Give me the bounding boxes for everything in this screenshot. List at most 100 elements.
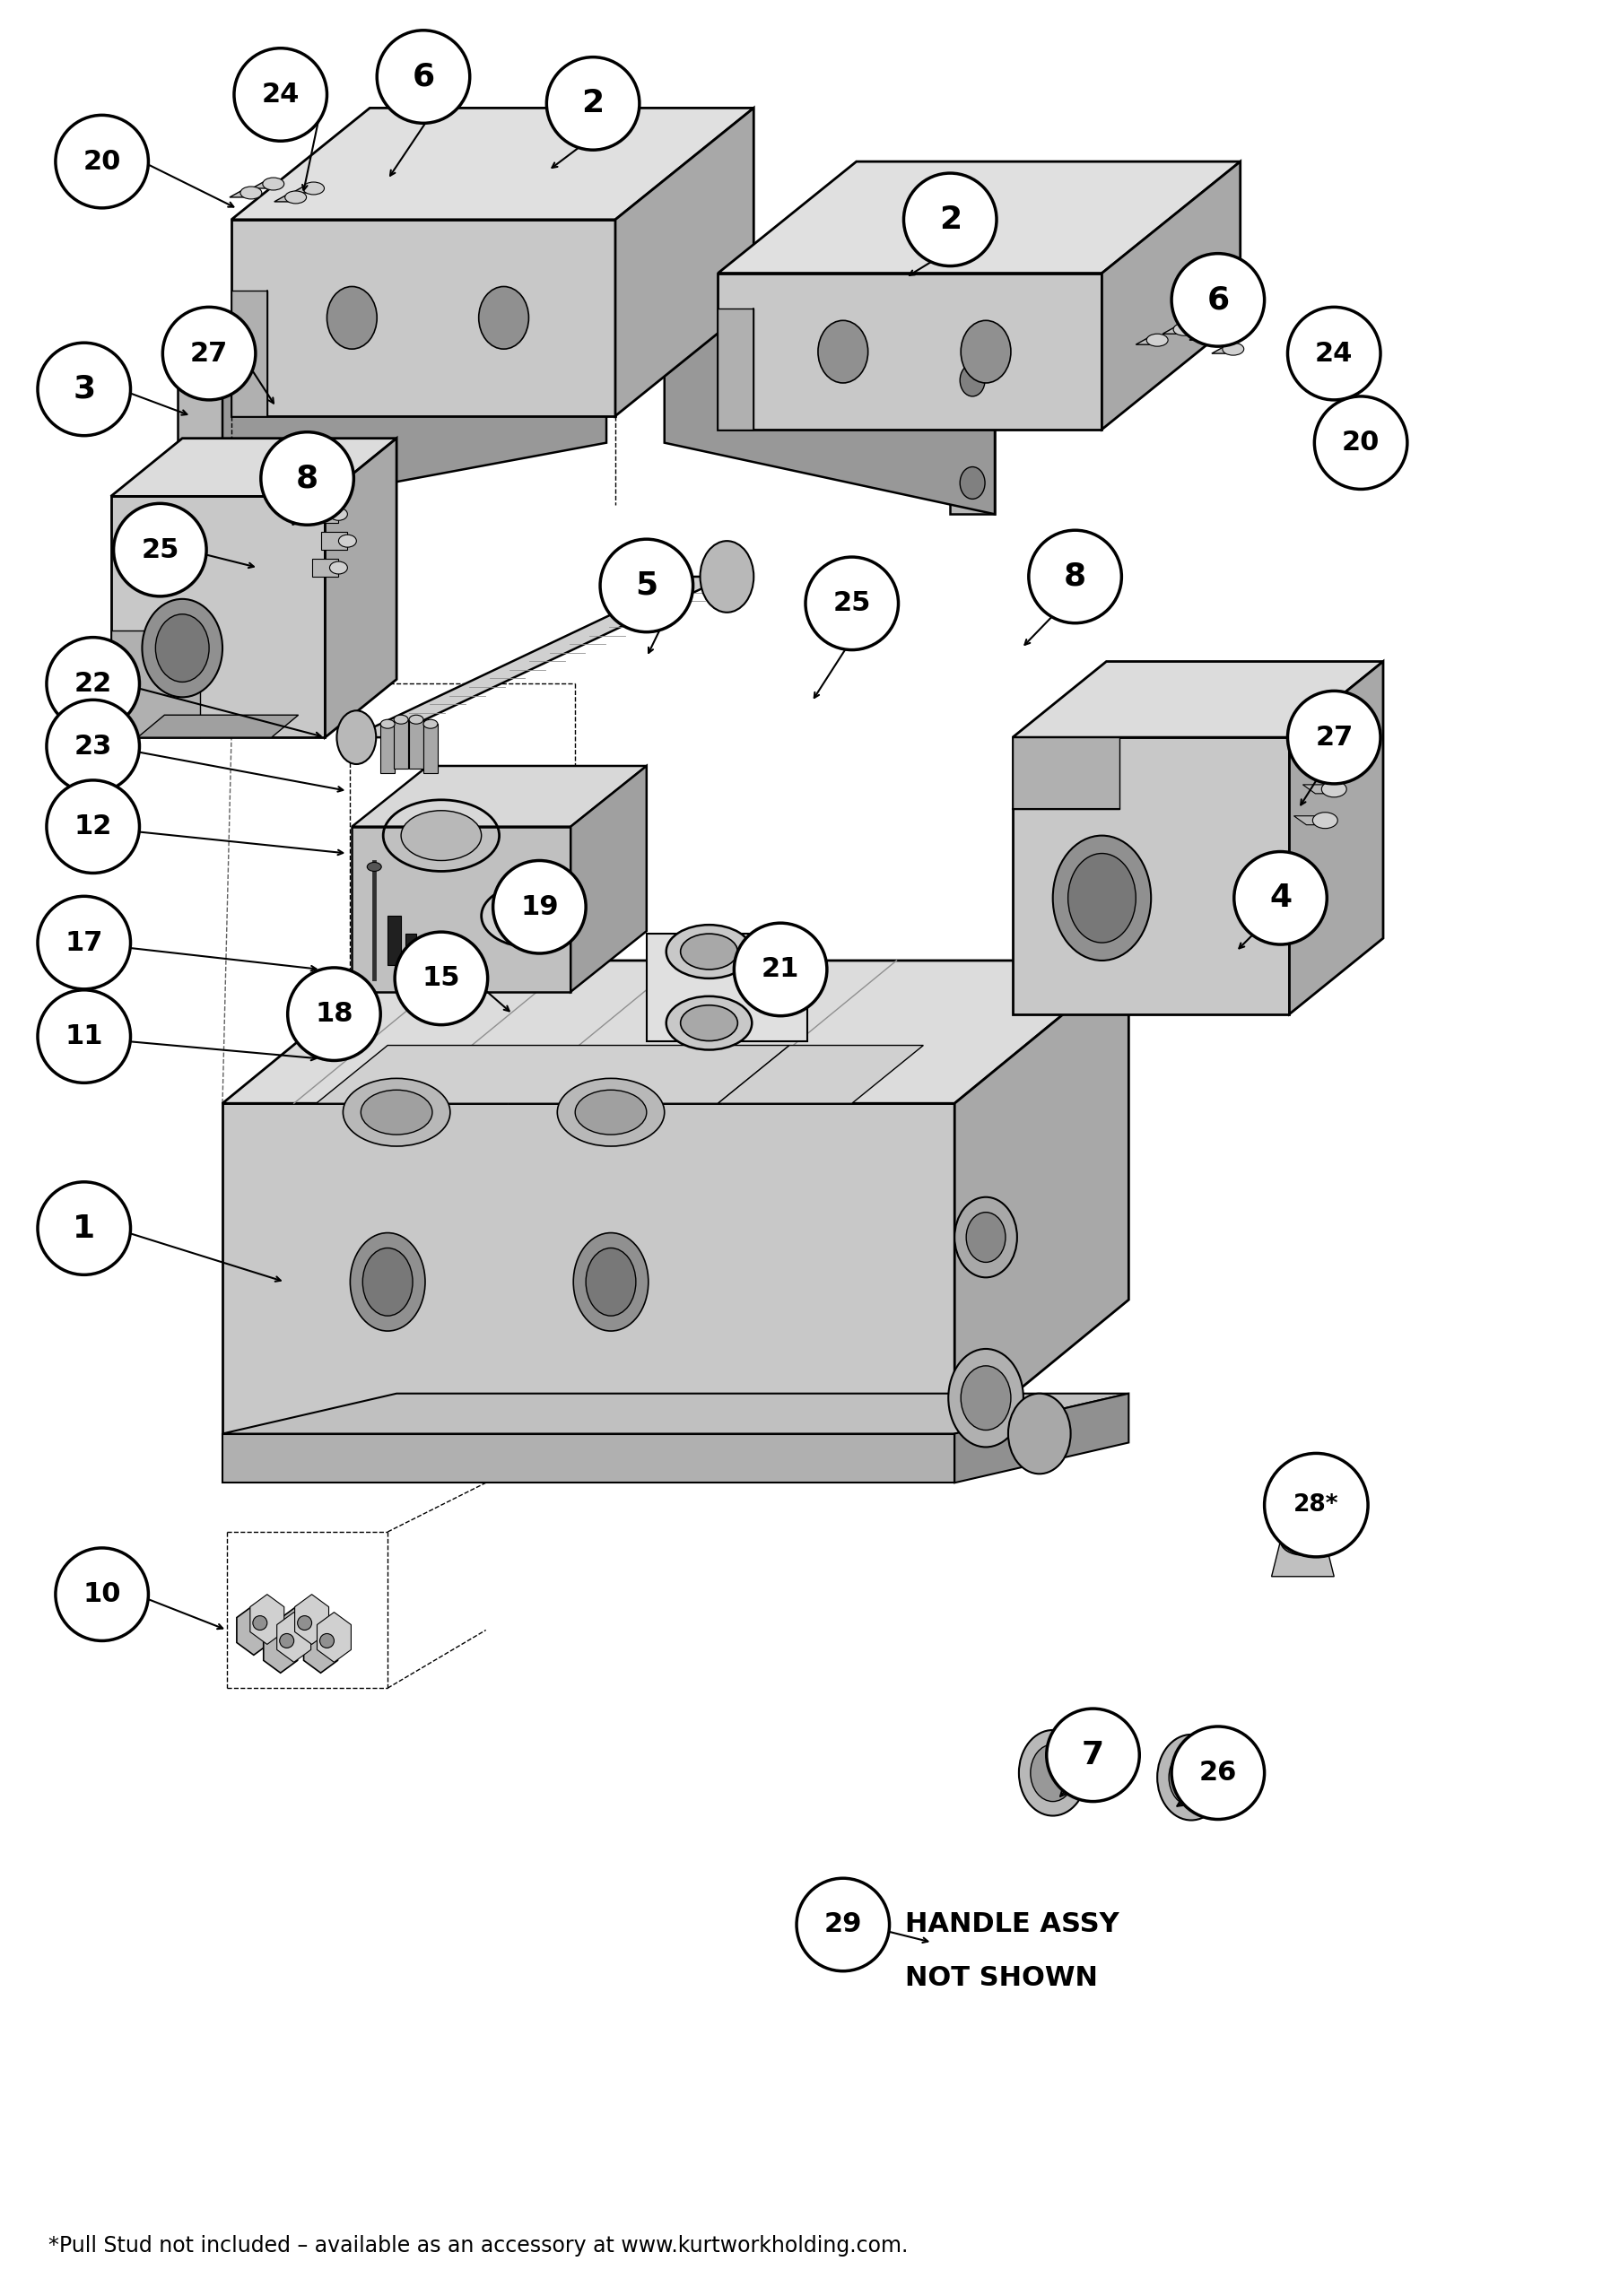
Ellipse shape bbox=[1321, 781, 1347, 797]
Text: 25: 25 bbox=[833, 590, 872, 615]
Polygon shape bbox=[232, 292, 267, 416]
Text: 8: 8 bbox=[296, 464, 319, 494]
Ellipse shape bbox=[960, 466, 984, 498]
Ellipse shape bbox=[1018, 1731, 1087, 1816]
Polygon shape bbox=[615, 108, 754, 416]
Text: *Pull Stud not included – available as an accessory at www.kurtworkholding.com.: *Pull Stud not included – available as a… bbox=[48, 2236, 909, 2257]
Text: 24: 24 bbox=[1315, 340, 1353, 367]
Ellipse shape bbox=[967, 1212, 1005, 1263]
Circle shape bbox=[47, 781, 140, 872]
Polygon shape bbox=[274, 193, 301, 202]
Ellipse shape bbox=[240, 186, 261, 200]
Text: 7: 7 bbox=[1081, 1740, 1104, 1770]
Text: HANDLE ASSY: HANDLE ASSY bbox=[905, 1913, 1120, 1938]
Circle shape bbox=[1047, 1708, 1139, 1802]
Ellipse shape bbox=[586, 1249, 636, 1316]
Circle shape bbox=[47, 638, 140, 730]
Polygon shape bbox=[1136, 335, 1163, 344]
Polygon shape bbox=[222, 960, 1129, 1104]
Polygon shape bbox=[1303, 785, 1340, 794]
Circle shape bbox=[546, 57, 640, 149]
Polygon shape bbox=[317, 1612, 351, 1662]
Circle shape bbox=[493, 861, 586, 953]
Circle shape bbox=[47, 700, 140, 792]
Ellipse shape bbox=[1200, 328, 1221, 342]
Polygon shape bbox=[719, 310, 754, 429]
Polygon shape bbox=[380, 723, 395, 774]
Ellipse shape bbox=[575, 1091, 646, 1134]
Polygon shape bbox=[321, 533, 348, 549]
Polygon shape bbox=[1013, 661, 1384, 737]
Polygon shape bbox=[719, 161, 1240, 273]
Polygon shape bbox=[232, 220, 615, 416]
Text: 11: 11 bbox=[64, 1024, 103, 1049]
Polygon shape bbox=[351, 827, 570, 992]
Polygon shape bbox=[409, 719, 424, 769]
Circle shape bbox=[261, 432, 354, 526]
Text: 1: 1 bbox=[72, 1212, 95, 1244]
Circle shape bbox=[37, 1182, 130, 1274]
Ellipse shape bbox=[424, 719, 438, 728]
Ellipse shape bbox=[1313, 751, 1337, 767]
Ellipse shape bbox=[343, 1079, 449, 1146]
Text: 26: 26 bbox=[1199, 1761, 1237, 1786]
Text: 24: 24 bbox=[261, 83, 300, 108]
Ellipse shape bbox=[409, 714, 424, 723]
Ellipse shape bbox=[263, 177, 284, 191]
Ellipse shape bbox=[401, 810, 482, 861]
Polygon shape bbox=[177, 264, 606, 335]
Polygon shape bbox=[351, 767, 646, 827]
Ellipse shape bbox=[1008, 1394, 1071, 1474]
Ellipse shape bbox=[557, 1079, 664, 1146]
Circle shape bbox=[1171, 1727, 1265, 1818]
Circle shape bbox=[796, 1878, 889, 1970]
Circle shape bbox=[234, 48, 327, 140]
Polygon shape bbox=[111, 496, 325, 737]
Circle shape bbox=[55, 115, 148, 209]
Polygon shape bbox=[251, 179, 279, 188]
Text: 25: 25 bbox=[142, 537, 179, 563]
Polygon shape bbox=[664, 269, 994, 514]
Ellipse shape bbox=[478, 287, 528, 349]
Polygon shape bbox=[1289, 661, 1384, 1015]
Text: 10: 10 bbox=[82, 1582, 121, 1607]
Ellipse shape bbox=[350, 1233, 425, 1332]
Ellipse shape bbox=[361, 1091, 432, 1134]
Circle shape bbox=[253, 1616, 267, 1630]
Polygon shape bbox=[395, 719, 408, 769]
Circle shape bbox=[37, 990, 130, 1084]
Polygon shape bbox=[351, 576, 727, 737]
Polygon shape bbox=[1189, 331, 1216, 340]
Polygon shape bbox=[955, 960, 1129, 1442]
Ellipse shape bbox=[949, 1348, 1023, 1446]
Text: 8: 8 bbox=[1063, 563, 1086, 592]
Polygon shape bbox=[570, 767, 646, 992]
Ellipse shape bbox=[701, 542, 754, 613]
Circle shape bbox=[1029, 530, 1121, 622]
Polygon shape bbox=[111, 629, 200, 737]
Polygon shape bbox=[955, 1394, 1129, 1483]
Polygon shape bbox=[1271, 1541, 1334, 1577]
Ellipse shape bbox=[667, 996, 752, 1049]
Text: 21: 21 bbox=[762, 957, 799, 983]
Circle shape bbox=[163, 308, 256, 400]
Polygon shape bbox=[137, 714, 298, 737]
Polygon shape bbox=[325, 439, 396, 737]
Ellipse shape bbox=[338, 535, 356, 546]
Ellipse shape bbox=[818, 321, 868, 383]
Polygon shape bbox=[719, 1045, 923, 1104]
Circle shape bbox=[1315, 397, 1408, 489]
Circle shape bbox=[806, 558, 899, 650]
Ellipse shape bbox=[955, 1196, 1017, 1277]
Circle shape bbox=[1265, 1453, 1368, 1557]
Circle shape bbox=[55, 1548, 148, 1642]
Ellipse shape bbox=[380, 719, 395, 728]
Polygon shape bbox=[646, 934, 807, 1040]
Ellipse shape bbox=[1147, 333, 1168, 347]
Polygon shape bbox=[177, 335, 222, 514]
Ellipse shape bbox=[1223, 342, 1244, 356]
Polygon shape bbox=[424, 723, 438, 774]
Circle shape bbox=[113, 503, 206, 597]
Polygon shape bbox=[237, 1605, 271, 1655]
Text: 6: 6 bbox=[1207, 285, 1229, 315]
